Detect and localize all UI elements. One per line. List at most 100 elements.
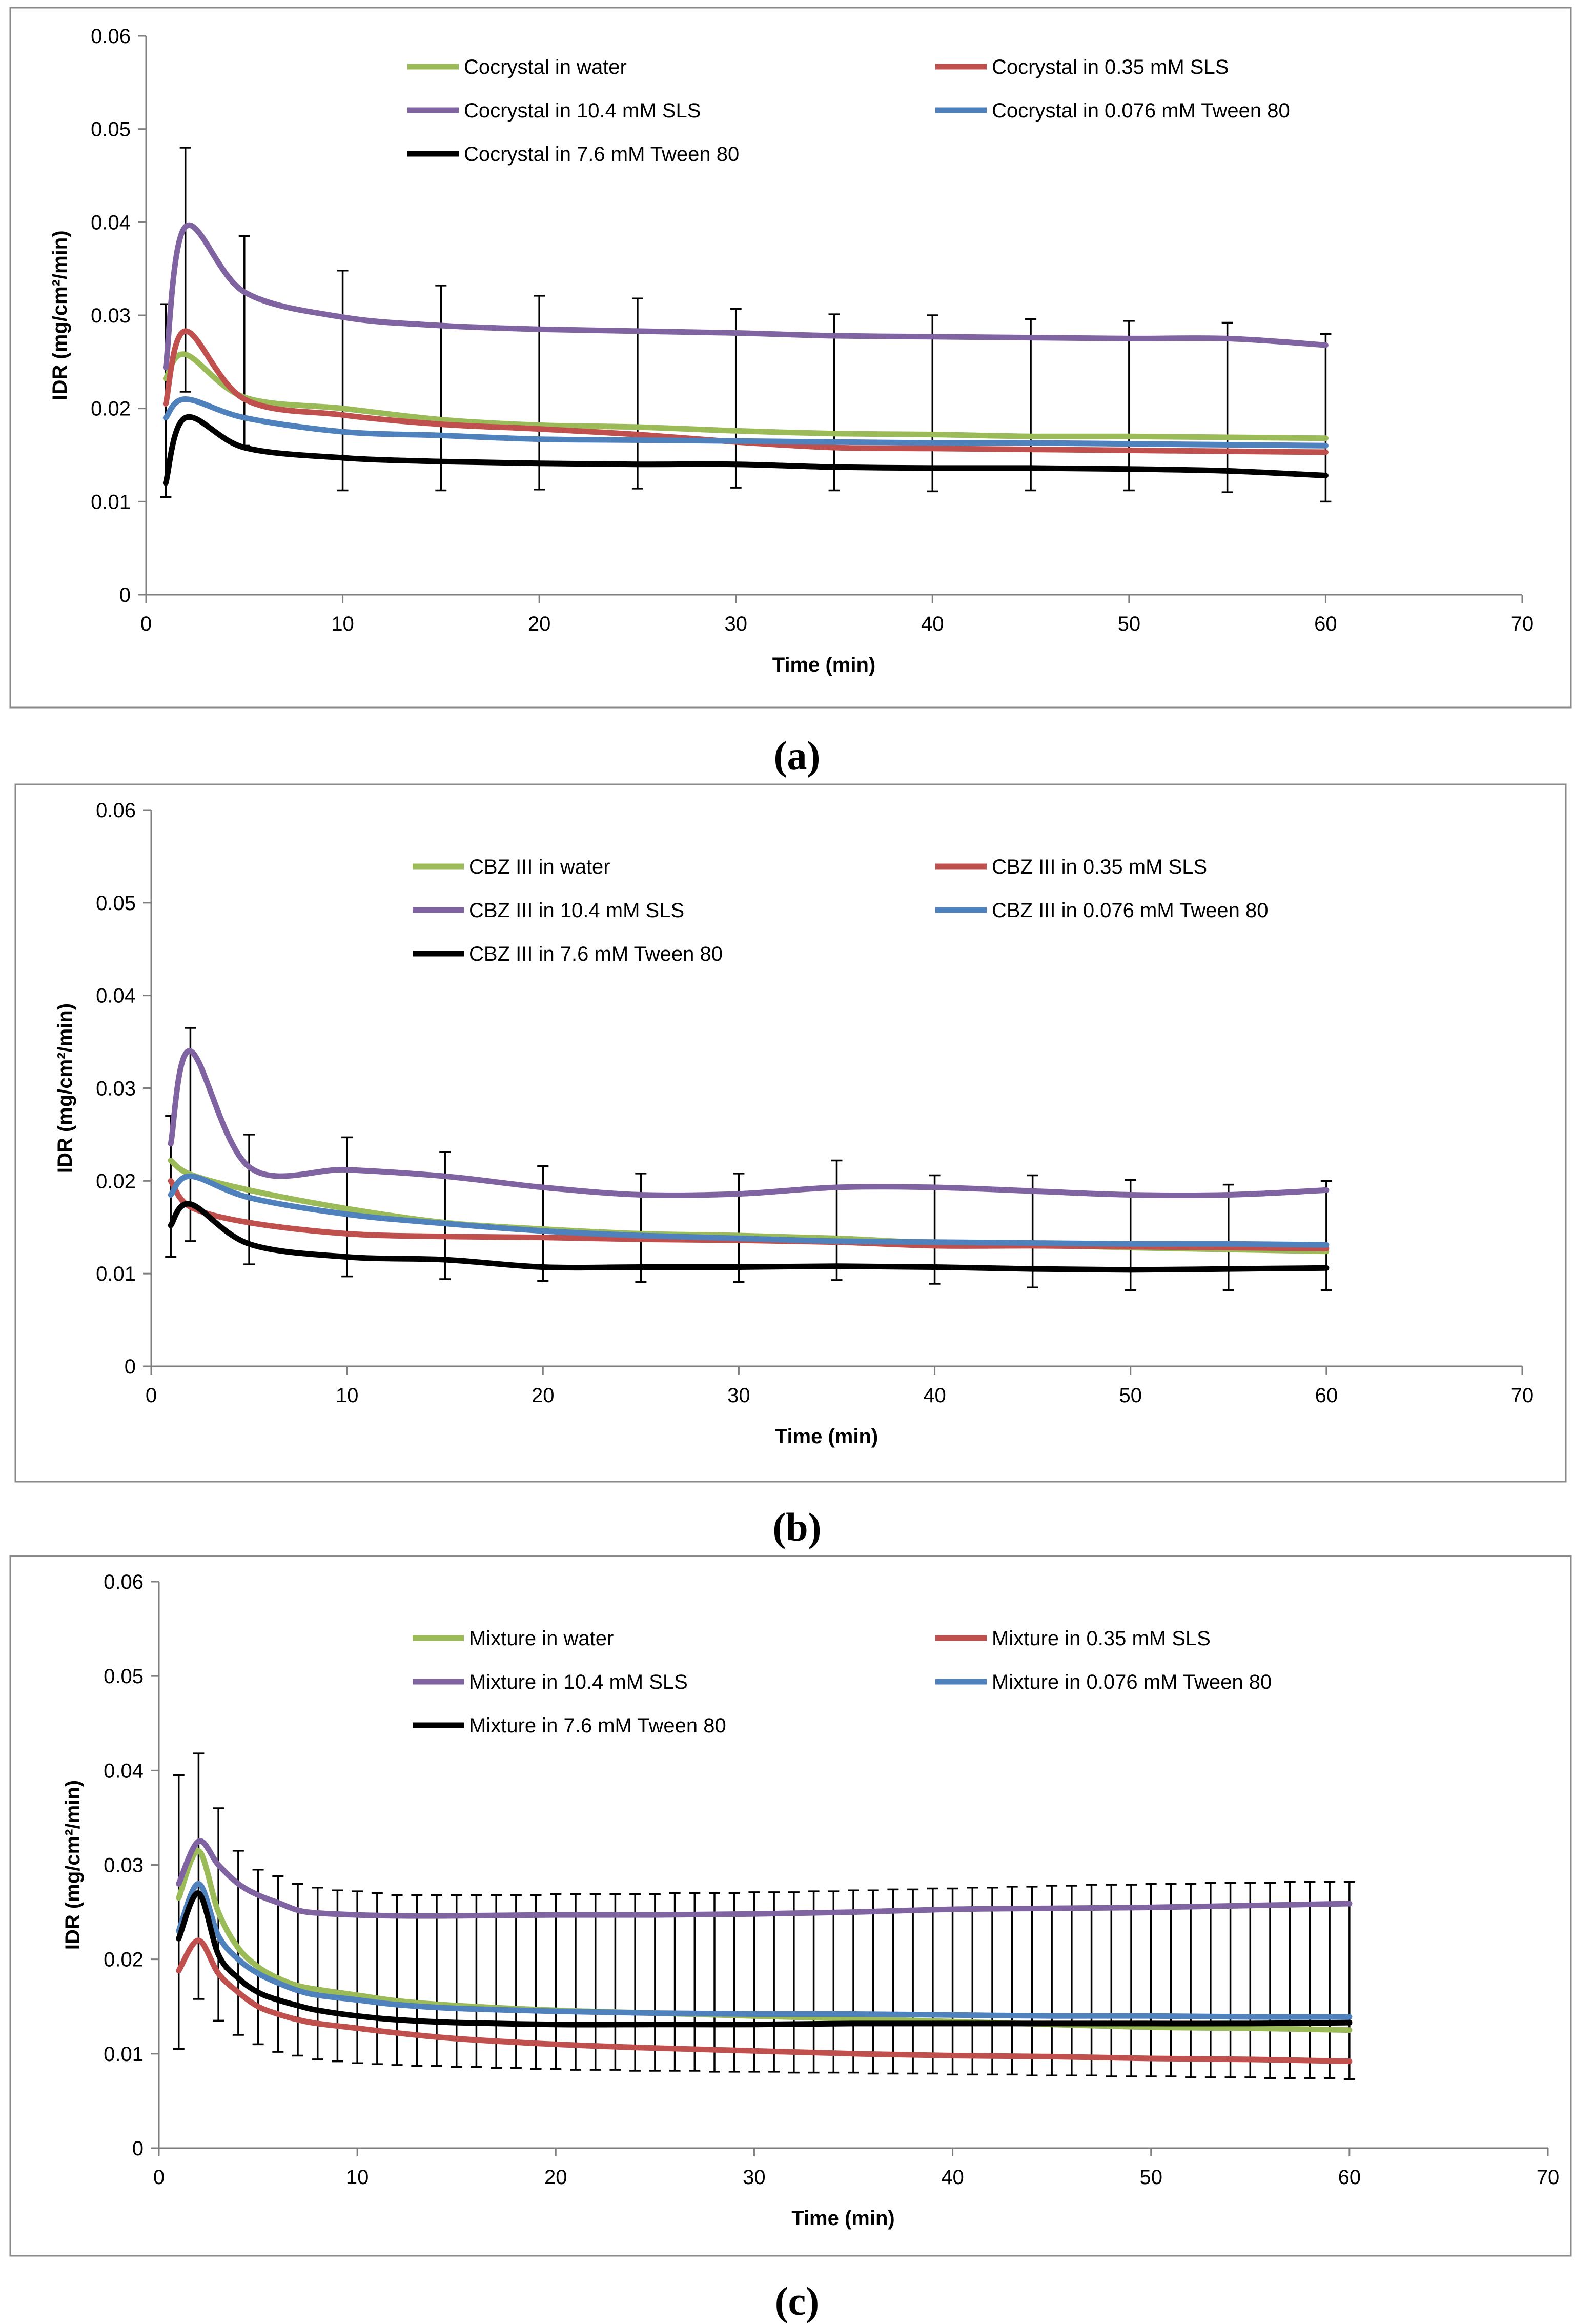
error-bar [907, 1888, 919, 2075]
error-bar [550, 1893, 562, 2070]
y-tick-label: 0.03 [104, 1854, 144, 1877]
x-tick-label: 30 [724, 613, 747, 635]
legend-item: Mixture in 0.35 mM SLS [935, 1627, 1211, 1650]
legend-label: CBZ III in water [469, 856, 610, 878]
x-tick-label: 10 [346, 2166, 369, 2189]
y-axis-title: IDR (mg/cm²/min) [62, 1780, 84, 1950]
legend-item: Mixture in 10.4 mM SLS [413, 1671, 688, 1693]
error-bar [1106, 1884, 1117, 2077]
error-bar [1026, 1886, 1038, 2076]
error-bar [312, 1886, 323, 2060]
y-tick-label: 0.03 [91, 305, 131, 327]
legend: Cocrystal in water Cocrystal in 0.35 mM S… [407, 56, 1290, 166]
error-bars [165, 1027, 1332, 1291]
error-bar [927, 1887, 938, 2075]
y-tick-label: 0 [132, 2137, 144, 2160]
panel-label: (b) [772, 1505, 821, 1549]
series-line-3 [162, 222, 1329, 371]
x-tick-label: 0 [146, 1384, 157, 1407]
error-bars [173, 1752, 1355, 2080]
legend-item: CBZ III in 0.076 mM Tween 80 [935, 899, 1269, 922]
x-tick-label: 0 [153, 2166, 165, 2189]
x-tick-label: 0 [140, 613, 152, 635]
x-tick-label: 50 [1118, 613, 1141, 635]
panel-label: (c) [775, 2279, 820, 2323]
error-bar [1126, 1884, 1137, 2077]
chart-frame [9, 7, 1572, 709]
y-tick-label: 0.05 [104, 1665, 144, 1688]
error-bar [1006, 1886, 1018, 2076]
legend: CBZ III in water CBZ III in 0.35 mM SLS CB… [413, 856, 1269, 965]
y-tick-label: 0.05 [91, 118, 131, 141]
x-axis-title: Time (min) [772, 654, 876, 676]
series-line-4 [168, 1173, 1330, 1248]
error-bar [748, 1891, 760, 2073]
x-tick-label: 50 [1119, 1384, 1142, 1407]
legend-label: CBZ III in 7.6 mM Tween 80 [469, 943, 723, 965]
error-bar [1244, 1882, 1256, 2078]
error-bar [927, 314, 938, 493]
y-tick-label: 0.06 [91, 25, 131, 48]
error-bar [1204, 1882, 1216, 2078]
error-bar [1066, 1885, 1077, 2076]
x-tick-label: 30 [743, 2166, 766, 2189]
error-bar [848, 1889, 859, 2074]
error-bar [1221, 321, 1233, 493]
error-bar [1123, 320, 1135, 492]
legend-label: Cocrystal in 0.35 mM SLS [992, 56, 1229, 78]
legend-item: Mixture in water [413, 1627, 614, 1650]
series-line-3 [168, 1048, 1330, 1199]
error-bar [867, 1889, 879, 2075]
legend-label: Cocrystal in 10.4 mM SLS [464, 99, 701, 122]
legend-item: CBZ III in 10.4 mM SLS [413, 899, 684, 922]
error-bar [1324, 1881, 1336, 2079]
error-bar [337, 270, 349, 492]
legend-label: Cocrystal in 0.076 mM Tween 80 [992, 99, 1290, 122]
series-line-5 [162, 414, 1329, 486]
legend-label: Cocrystal in water [464, 56, 627, 78]
error-bar [1222, 1183, 1234, 1291]
error-bar [173, 1774, 185, 2050]
legend-item: Cocrystal in 10.4 mM SLS [407, 99, 701, 122]
legend-label: Mixture in 7.6 mM Tween 80 [469, 1714, 726, 1737]
series-line-1 [162, 351, 1329, 441]
chart-frame [14, 783, 1567, 1483]
series-line-5 [176, 1890, 1353, 2028]
y-tick-label: 0.01 [91, 491, 131, 513]
legend-item: Mixture in 0.076 mM Tween 80 [935, 1671, 1272, 1693]
error-bar [1224, 1882, 1236, 2078]
error-bar [530, 1894, 542, 2070]
legend-label: CBZ III in 0.076 mM Tween 80 [992, 899, 1269, 922]
x-tick-label: 10 [331, 613, 354, 635]
series-line-4 [162, 396, 1329, 449]
x-tick-label: 10 [336, 1384, 359, 1407]
legend-item: Cocrystal in 0.076 mM Tween 80 [935, 99, 1290, 122]
legend-label: Mixture in 0.35 mM SLS [992, 1627, 1211, 1650]
error-bar [967, 1886, 978, 2076]
x-tick-label: 60 [1315, 1384, 1338, 1407]
legend-label: Mixture in 10.4 mM SLS [469, 1671, 688, 1693]
series-line-4 [176, 1881, 1353, 2020]
legend-item: CBZ III in 7.6 mM Tween 80 [413, 943, 723, 965]
legend-item: Cocrystal in 7.6 mM Tween 80 [407, 143, 739, 166]
error-bar [589, 1893, 601, 2071]
error-bar [635, 1173, 647, 1283]
y-axis-title: IDR (mg/cm²/min) [54, 1003, 76, 1173]
error-bar [649, 1893, 661, 2072]
error-bar [1185, 1883, 1197, 2078]
x-tick-label: 70 [1511, 1384, 1534, 1407]
error-bar [1264, 1882, 1276, 2079]
y-tick-label: 0.06 [104, 1571, 144, 1593]
error-bar [609, 1893, 621, 2071]
legend-label: Cocrystal in 7.6 mM Tween 80 [464, 143, 739, 166]
error-bar [669, 1892, 681, 2072]
series-line-3 [176, 1838, 1353, 1919]
y-tick-label: 0.02 [104, 1949, 144, 1971]
x-tick-label: 20 [528, 613, 551, 635]
error-bar [570, 1893, 581, 2071]
x-tick-label: 20 [544, 2166, 567, 2189]
x-tick-label: 40 [941, 2166, 964, 2189]
y-tick-label: 0.02 [91, 398, 131, 420]
error-bar [828, 313, 840, 492]
error-bar [788, 1891, 800, 2074]
